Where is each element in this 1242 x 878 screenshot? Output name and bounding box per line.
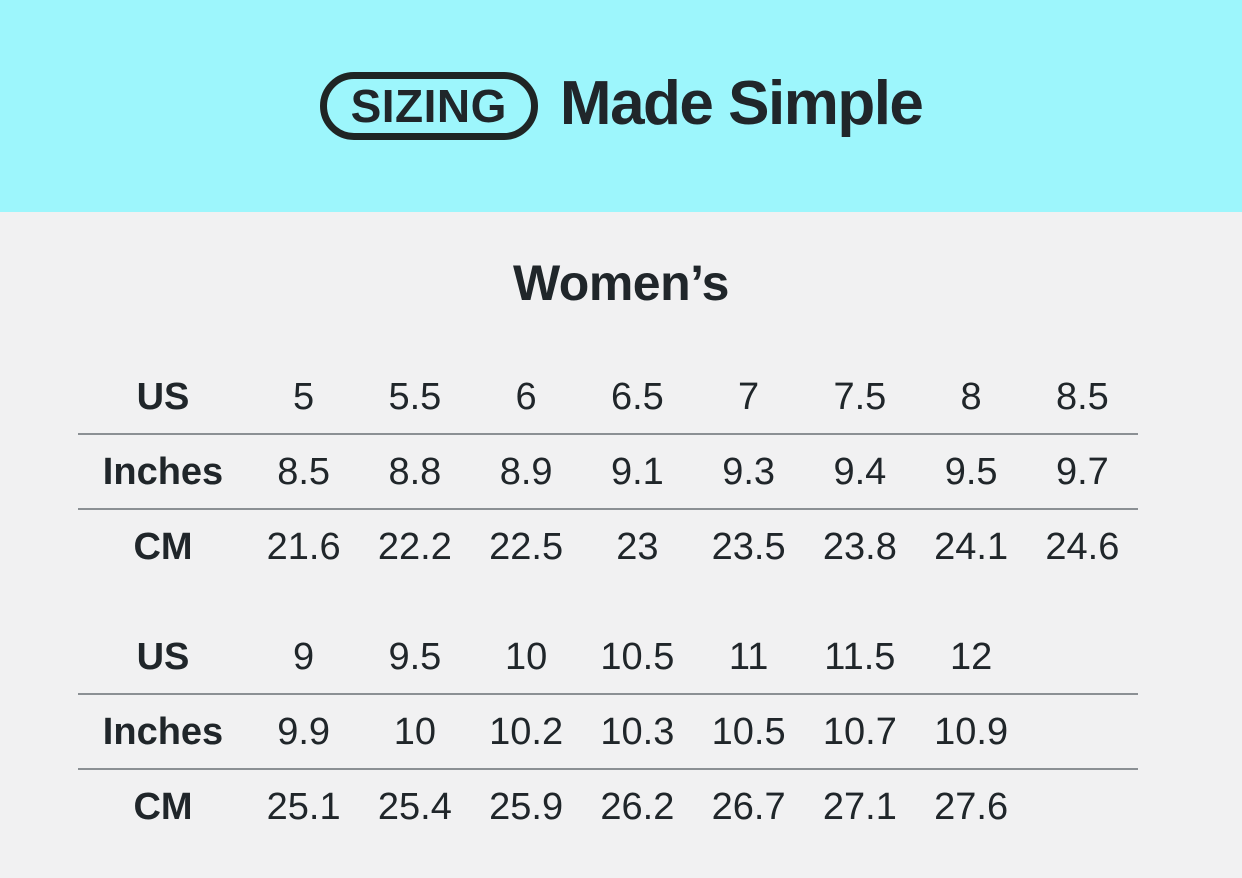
size-cell: 10.7 [822, 710, 897, 753]
row-label-us: US [136, 375, 190, 418]
size-cell: 5.5 [388, 375, 442, 418]
size-cell: 22.5 [489, 525, 564, 568]
size-cell: 25.1 [266, 785, 341, 828]
size-cell: 23 [616, 525, 659, 568]
size-cell: 5 [293, 375, 315, 418]
size-cell: 10 [504, 635, 548, 678]
table-row-inches: Inches 8.5 8.8 8.9 9.1 9.3 9.4 9.5 9.7 [78, 435, 1138, 510]
size-cell: 9.9 [277, 710, 331, 753]
size-cell: 26.2 [600, 785, 675, 828]
table-row-cm: CM 25.1 25.4 25.9 26.2 26.7 27.1 27.6 [78, 770, 1138, 843]
size-cell: 9.5 [388, 635, 442, 678]
size-cell: 27.6 [934, 785, 1009, 828]
section-title-womens: Women’s [513, 255, 729, 311]
size-cell: 11.5 [824, 635, 896, 678]
size-cell: 26.7 [711, 785, 786, 828]
size-cell: 10.3 [600, 710, 675, 753]
size-cell: 9.3 [722, 450, 776, 493]
size-cell: 21.6 [266, 525, 341, 568]
row-label-inches: Inches [102, 710, 224, 753]
row-label-cm: CM [133, 525, 193, 568]
size-cell: 12 [949, 635, 993, 678]
size-cell: 8 [960, 375, 982, 418]
size-cell: 9.5 [944, 450, 998, 493]
table-row-inches: Inches 9.9 10 10.2 10.3 10.5 10.7 10.9 [78, 695, 1138, 770]
size-cell: 7 [738, 375, 760, 418]
row-label-inches: Inches [102, 450, 224, 493]
table-row-cm: CM 21.6 22.2 22.5 23 23.5 23.8 24.1 24.6 [78, 510, 1138, 583]
size-cell: 10.5 [600, 635, 675, 678]
size-group-large: US 9 9.5 10 10.5 11 11.5 12 Inches 9.9 1… [78, 620, 1138, 843]
table-row-us: US 9 9.5 10 10.5 11 11.5 12 [78, 620, 1138, 695]
size-cell: 6 [515, 375, 537, 418]
size-cell: 24.6 [1045, 525, 1120, 568]
size-cell: 10.2 [489, 710, 564, 753]
size-cell: 10.9 [934, 710, 1009, 753]
size-cell: 22.2 [377, 525, 452, 568]
size-cell: 24.1 [934, 525, 1009, 568]
banner-title: Made Simple [559, 69, 924, 138]
size-cell: 25.4 [377, 785, 452, 828]
row-label-us: US [136, 635, 190, 678]
size-cell: 9 [293, 635, 315, 678]
header-banner: SIZING Made Simple [0, 0, 1242, 212]
size-cell: 27.1 [822, 785, 897, 828]
size-cell: 10 [393, 710, 437, 753]
table-row-us: US 5 5.5 6 6.5 7 7.5 8 8.5 [78, 360, 1138, 435]
size-cell: 25.9 [489, 785, 564, 828]
size-cell: 10.5 [711, 710, 786, 753]
size-cell: 8.8 [388, 450, 442, 493]
size-cell: 9.4 [833, 450, 887, 493]
size-cell: 9.7 [1055, 450, 1109, 493]
sizing-badge-label: SIZING [350, 80, 507, 132]
size-cell: 23.8 [822, 525, 897, 568]
size-cell: 9.1 [610, 450, 664, 493]
row-label-cm: CM [133, 785, 193, 828]
size-cell: 8.5 [1055, 375, 1109, 418]
size-cell: 11 [728, 635, 769, 678]
sizing-badge: SIZING [319, 72, 538, 140]
size-cell: 6.5 [610, 375, 664, 418]
size-cell: 7.5 [833, 375, 887, 418]
size-cell: 8.5 [277, 450, 331, 493]
size-group-small: US 5 5.5 6 6.5 7 7.5 8 8.5 Inches 8.5 8.… [78, 360, 1138, 583]
womens-size-table: US 5 5.5 6 6.5 7 7.5 8 8.5 Inches 8.5 8.… [78, 360, 1138, 843]
size-cell: 23.5 [711, 525, 786, 568]
size-cell: 8.9 [499, 450, 553, 493]
